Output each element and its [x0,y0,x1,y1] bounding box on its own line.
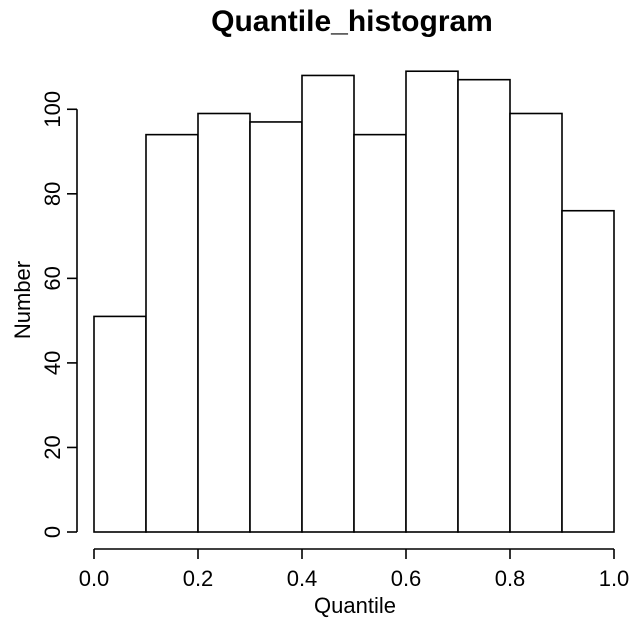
histogram-bar-7 [457,78,511,533]
x-tick-label-1: 0.2 [183,566,214,591]
histogram-bar-9 [561,209,615,533]
y-axis-label: Number [10,261,35,339]
histogram-bar-6 [405,70,459,533]
y-tick-label-3: 60 [40,266,65,290]
x-axis: 0.0 0.2 0.4 0.6 0.8 1.0 [79,548,630,591]
histogram-bar-5 [353,133,407,533]
histogram-bar-0 [93,315,147,533]
y-axis: 0 20 40 60 80 100 [40,91,78,538]
y-tick-label-4: 80 [40,182,65,206]
histogram-bar-2 [197,112,251,533]
histogram-bar-8 [509,112,563,533]
x-tick-label-4: 0.8 [495,566,526,591]
x-tick-label-2: 0.4 [287,566,318,591]
y-tick-label-0: 0 [40,526,65,538]
y-tick-label-5: 100 [40,91,65,128]
y-tick-label-1: 20 [40,435,65,459]
histogram-bar-3 [249,121,303,533]
y-tick-label-2: 40 [40,351,65,375]
chart-title: Quantile_histogram [211,5,493,38]
x-axis-label: Quantile [314,593,396,618]
x-tick-label-3: 0.6 [391,566,422,591]
histogram-bar-4 [301,74,355,533]
histogram-bar-1 [145,133,199,533]
x-tick-label-0: 0.0 [79,566,110,591]
x-tick-label-5: 1.0 [599,566,630,591]
bars-group [93,70,615,533]
